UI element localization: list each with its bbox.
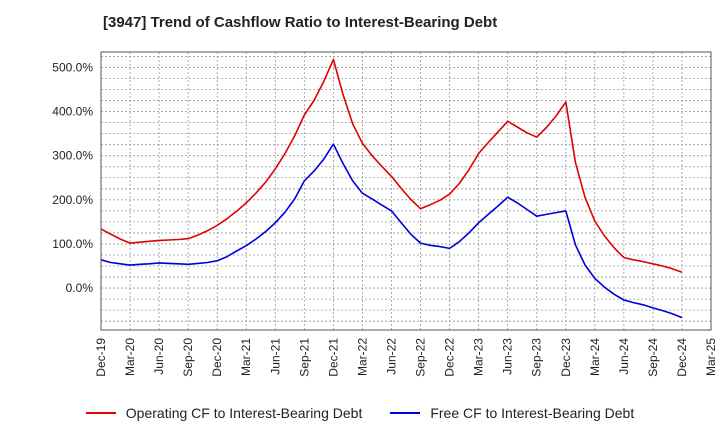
free-cf-line (100, 143, 683, 319)
plot-frame (100, 51, 712, 331)
x-tick-label: Sep-21 (297, 338, 311, 377)
y-tick-label: 400.0% (52, 105, 93, 119)
x-tick-label: Sep-20 (181, 338, 195, 377)
legend: Operating CF to Interest-Bearing Debt Fr… (0, 405, 720, 421)
x-tick-label: Mar-20 (123, 338, 137, 376)
axes: 0.0% 100.0% 200.0% 300.0% 400.0% 500.0% Dec-19… (52, 51, 718, 377)
x-tick-label: Jun-23 (501, 338, 515, 375)
x-tick-label: Dec-21 (326, 338, 340, 377)
x-tick-label: Jun-20 (152, 338, 166, 375)
x-tick-label: Sep-23 (530, 338, 544, 377)
x-tick-label: Mar-25 (704, 338, 718, 376)
y-tick-label: 200.0% (52, 193, 93, 207)
x-tick-label: Dec-22 (443, 338, 457, 377)
x-tick-label: Mar-22 (355, 338, 369, 376)
x-tick-label: Sep-24 (646, 338, 660, 377)
x-tick-label: Dec-19 (94, 338, 108, 377)
legend-label-free: Free CF to Interest-Bearing Debt (430, 405, 635, 421)
legend-item-free: Free CF to Interest-Bearing Debt (390, 405, 634, 421)
x-tick-label: Dec-23 (559, 338, 573, 377)
legend-swatch-operating (85, 412, 116, 414)
legend-swatch-free (390, 412, 421, 414)
x-tick-label: Jun-21 (268, 338, 282, 375)
y-tick-label: 100.0% (52, 237, 93, 251)
y-tick-label: 0.0% (66, 281, 94, 295)
series-lines (100, 58, 683, 319)
grid-lines (101, 52, 711, 330)
x-tick-label: Jun-24 (617, 338, 631, 375)
y-tick-label: 500.0% (52, 60, 93, 74)
chart-title: [3947] Trend of Cashflow Ratio to Intere… (103, 14, 498, 31)
y-tick-label: 300.0% (52, 149, 93, 163)
legend-item-operating: Operating CF to Interest-Bearing Debt (85, 405, 363, 421)
x-tick-label: Mar-23 (472, 338, 486, 376)
x-tick-label: Jun-22 (384, 338, 398, 375)
x-tick-label: Sep-22 (414, 338, 428, 377)
x-tick-label: Mar-24 (588, 338, 602, 376)
legend-label-operating: Operating CF to Interest-Bearing Debt (125, 405, 363, 421)
x-tick-label: Dec-24 (675, 338, 689, 377)
operating-cf-line (100, 58, 683, 273)
x-tick-label: Dec-20 (210, 338, 224, 377)
x-tick-label: Mar-21 (239, 338, 253, 376)
